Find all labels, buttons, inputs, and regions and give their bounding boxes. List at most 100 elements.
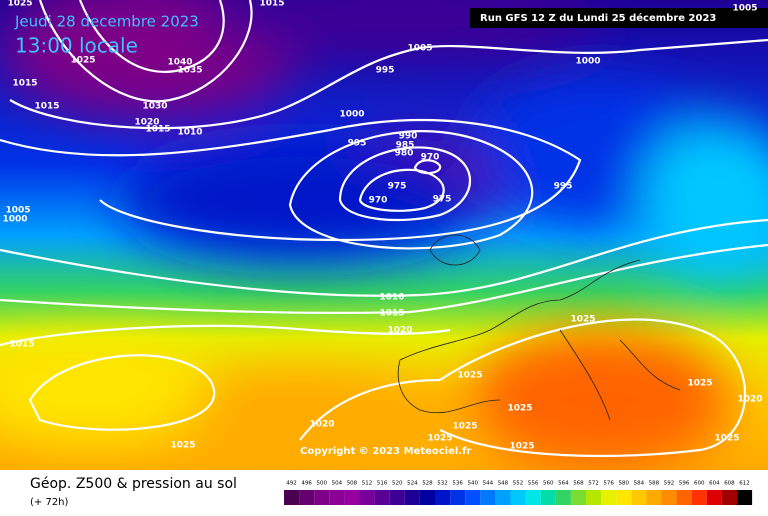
isobar-label: 1015 xyxy=(145,125,170,135)
scale-swatch xyxy=(646,490,662,505)
isobar-label: 1000 xyxy=(339,110,364,120)
isobar-label: 1025 xyxy=(509,442,534,452)
isobars xyxy=(0,0,768,456)
isobar-label: 1010 xyxy=(177,128,202,138)
scale-label: 568 xyxy=(573,481,584,487)
isobar-label: 985 xyxy=(396,141,415,151)
scale-swatch xyxy=(450,490,466,505)
scale-label: 556 xyxy=(528,481,539,487)
scale-swatch xyxy=(495,490,511,505)
isobar-label: 1025 xyxy=(427,434,452,444)
scale-swatch xyxy=(344,490,360,505)
isobar-label: 1025 xyxy=(7,0,32,9)
isobar-label: 1005 xyxy=(5,206,30,216)
scale-swatch xyxy=(706,490,722,505)
isobar-label: 990 xyxy=(399,132,418,142)
scale-swatch xyxy=(737,490,753,505)
scale-swatch xyxy=(404,490,420,505)
isobar-label: 1025 xyxy=(70,56,95,66)
scale-label: 516 xyxy=(377,481,388,487)
scale-label: 492 xyxy=(286,481,297,487)
scale-label: 564 xyxy=(558,481,569,487)
run-box xyxy=(470,8,768,28)
scale-label: 584 xyxy=(634,481,645,487)
isobar-label: 1025 xyxy=(687,379,712,389)
scale-swatch xyxy=(570,490,586,505)
scale-swatch xyxy=(691,490,707,505)
scale-swatch xyxy=(616,490,632,505)
isobar-label: 1010 xyxy=(379,293,404,303)
isobar-label: 1000 xyxy=(2,215,27,225)
scale-label: 524 xyxy=(407,481,418,487)
scale-swatch xyxy=(661,490,677,505)
scale-swatch xyxy=(465,490,481,505)
scale-label: 612 xyxy=(739,481,750,487)
scale-swatch xyxy=(540,490,556,505)
footer-lead: (+ 72h) xyxy=(30,497,69,508)
scale-swatch xyxy=(359,490,375,505)
scale-label: 496 xyxy=(301,481,312,487)
isobar-label: 1000 xyxy=(575,57,600,67)
scale-label: 544 xyxy=(483,481,494,487)
scale-label: 500 xyxy=(317,481,328,487)
scale-swatch xyxy=(525,490,541,505)
isobar-label: 1020 xyxy=(387,326,412,336)
isobar-label: 1020 xyxy=(737,395,762,405)
isobar-label: 1035 xyxy=(177,66,202,76)
scale-label: 536 xyxy=(452,481,463,487)
isobar-label: 995 xyxy=(554,182,573,192)
scale-label: 596 xyxy=(679,481,690,487)
scale-swatch xyxy=(299,490,315,505)
scale-label: 552 xyxy=(513,481,524,487)
scale-label: 532 xyxy=(437,481,448,487)
scale-swatch xyxy=(480,490,496,505)
scale-swatch xyxy=(435,490,451,505)
isobar-label: 1015 xyxy=(379,309,404,319)
coastlines xyxy=(397,234,681,421)
scale-label: 548 xyxy=(498,481,509,487)
isobar-label: 1030 xyxy=(142,102,167,112)
scale-swatch xyxy=(601,490,617,505)
scale-swatch xyxy=(419,490,435,505)
scale-swatch xyxy=(510,490,526,505)
isobar-label: 975 xyxy=(388,182,407,192)
scale-label: 560 xyxy=(543,481,554,487)
run-info: Run GFS 12 Z du Lundi 25 décembre 2023 xyxy=(480,12,716,24)
scale-swatch xyxy=(374,490,390,505)
scale-label: 508 xyxy=(347,481,358,487)
forecast-date: Jeudi 28 decembre 2023 xyxy=(14,13,199,31)
isobar-label: 1025 xyxy=(714,434,739,444)
isobar-label: 1020 xyxy=(134,118,159,128)
isobar-label: 1040 xyxy=(167,58,192,68)
isobar-label: 1015 xyxy=(34,102,59,112)
isobar-label: 1005 xyxy=(407,44,432,54)
scale-label: 592 xyxy=(664,481,675,487)
scale-swatch xyxy=(329,490,345,505)
isobar-label: 970 xyxy=(369,196,388,206)
isobar-label: 1025 xyxy=(507,404,532,414)
scale-label: 580 xyxy=(619,481,630,487)
footer-title: Géop. Z500 & pression au sol xyxy=(30,476,237,492)
scale-swatch xyxy=(631,490,647,505)
isobar-label: 1015 xyxy=(9,340,34,350)
isobar-label: 1025 xyxy=(170,441,195,451)
scale-swatch xyxy=(676,490,692,505)
isobar-label: 995 xyxy=(376,66,395,76)
isobar-label: 1025 xyxy=(457,371,482,381)
copyright: Copyright © 2023 Meteociel.fr xyxy=(300,446,471,457)
isobar-label: 1025 xyxy=(452,422,477,432)
isobar-label: 970 xyxy=(421,153,440,163)
scale-swatch xyxy=(389,490,405,505)
scale-label: 608 xyxy=(724,481,735,487)
scale-label: 572 xyxy=(588,481,599,487)
isobar-label: 975 xyxy=(433,195,452,205)
scale-swatch xyxy=(721,490,737,505)
scale-swatch xyxy=(284,490,300,505)
scale-label: 528 xyxy=(422,481,433,487)
isobar-label: 1020 xyxy=(309,420,334,430)
scale-swatch xyxy=(555,490,571,505)
scale-label: 604 xyxy=(709,481,720,487)
scale-label: 512 xyxy=(362,481,373,487)
